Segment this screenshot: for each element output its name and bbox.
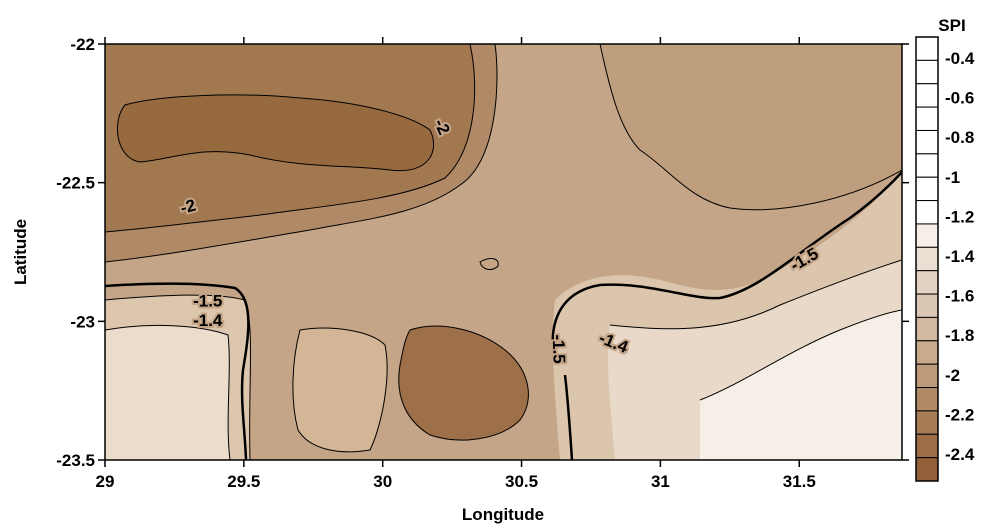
- x-tick-label: 30: [373, 472, 392, 491]
- colorbar-tick-label: -1.4: [945, 247, 975, 266]
- colorbar-tick-label: -1.2: [945, 207, 974, 226]
- colorbar-swatch: [915, 340, 939, 365]
- colorbar-title: SPI: [938, 16, 965, 35]
- contour-label: -1.4: [193, 311, 223, 330]
- colorbar-frame: [915, 36, 939, 482]
- colorbar-swatch: [915, 246, 939, 272]
- colorbar-swatch: [915, 223, 939, 248]
- x-tick-label: 31: [651, 472, 670, 491]
- contour-fill-west-inner: [105, 325, 230, 460]
- y-axis-title: Latitude: [11, 219, 30, 285]
- colorbar-swatch: [915, 106, 939, 131]
- colorbar-tick-label: -0.4: [945, 49, 975, 68]
- plot-area: -2-2-1.5-1.4-1.5 -1.4-1.5: [105, 44, 902, 460]
- colorbar-swatch: [915, 129, 939, 155]
- colorbar-tick-label: -2.4: [945, 445, 975, 464]
- x-axis: 29 29.5 30 30.5 31 31.5: [96, 37, 816, 491]
- x-tick-label: 29: [96, 472, 115, 491]
- y-tick-label: -22: [70, 35, 95, 54]
- colorbar-swatch: [915, 200, 939, 225]
- contour-fill-east-inner: [700, 310, 902, 460]
- colorbar-swatch: [915, 433, 939, 459]
- colorbar-swatch: [915, 59, 939, 85]
- contour-fill-center-dark: [398, 326, 529, 440]
- plot-frame: [104, 43, 903, 461]
- contour-fill-nw-inner: [117, 94, 434, 171]
- isoline-minus-1.5-west: [105, 282, 250, 460]
- x-axis-title: Longitude: [462, 505, 544, 524]
- colorbar-swatch: [915, 153, 939, 178]
- colorbar-swatch: [915, 410, 939, 435]
- y-tick-label: -23.5: [56, 451, 95, 470]
- colorbar-tick-label: -2.2: [945, 405, 974, 424]
- x-tick-label: 29.5: [227, 472, 260, 491]
- colorbar-swatch: [915, 83, 939, 108]
- colorbar-tick-label: -1: [945, 168, 960, 187]
- colorbar-tick-label: -1.8: [945, 326, 974, 345]
- contour-label: -1.5: [193, 291, 222, 310]
- y-tick-label: -23: [70, 312, 95, 331]
- colorbar-swatch: [915, 270, 939, 295]
- colorbar-swatch: [915, 457, 939, 482]
- colorbar-swatch: [915, 176, 939, 202]
- isoline-minus-1.5-east: [551, 171, 902, 351]
- colorbar-tick-label: -0.6: [945, 89, 974, 108]
- contour-fill-center-light: [292, 328, 388, 452]
- isoline-minus-1.5-south: [563, 374, 574, 460]
- colorbar-tick-label: -1.6: [945, 287, 974, 306]
- bold-contours: [105, 171, 902, 460]
- colorbar-swatch: [915, 363, 939, 389]
- contour-label: -2: [178, 196, 198, 218]
- colorbar-swatch: [915, 293, 939, 318]
- x-tick-label: 30.5: [505, 472, 538, 491]
- colorbar-swatch: [915, 387, 939, 412]
- colorbar-swatch: [915, 316, 939, 342]
- thin-contours: [105, 44, 902, 460]
- x-tick-label: 31.5: [783, 472, 816, 491]
- colorbar-tick-label: -2: [945, 366, 960, 385]
- contour-fill-ne: [600, 44, 902, 210]
- y-axis: -22 -22.5 -23 -23.5: [56, 35, 909, 470]
- colorbar-swatch: [915, 36, 939, 61]
- y-tick-label: -22.5: [56, 174, 95, 193]
- colorbar-tick-label: -0.8: [945, 128, 974, 147]
- colorbar: -0.4 -0.6 -0.8 -1 -1.2 -1.4 -1.6 -1.8 -2 -2.2 -2.4: [915, 36, 975, 482]
- contour-label: -1.5: [549, 334, 569, 364]
